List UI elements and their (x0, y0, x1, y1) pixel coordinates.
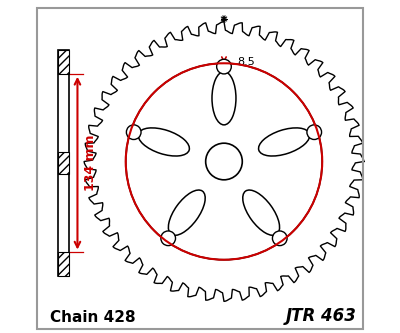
Bar (58, 152, 69, 174)
Text: 134 mm: 134 mm (84, 135, 97, 191)
Circle shape (307, 125, 322, 140)
Circle shape (126, 125, 141, 140)
Ellipse shape (138, 128, 190, 156)
Circle shape (217, 59, 231, 74)
Bar (58, 50, 69, 276)
Ellipse shape (168, 190, 205, 235)
Polygon shape (84, 22, 364, 301)
Bar (58, 50, 69, 74)
Text: Chain 428: Chain 428 (50, 310, 136, 325)
Bar (58, 252, 69, 276)
Circle shape (272, 231, 287, 246)
Text: 8.5: 8.5 (237, 57, 255, 67)
Circle shape (126, 63, 322, 260)
Ellipse shape (258, 128, 310, 156)
Ellipse shape (212, 72, 236, 125)
Circle shape (206, 143, 242, 180)
Circle shape (161, 231, 176, 246)
Text: JTR 463: JTR 463 (286, 307, 356, 325)
Text: 150 mm: 150 mm (244, 165, 306, 179)
Ellipse shape (243, 190, 280, 235)
